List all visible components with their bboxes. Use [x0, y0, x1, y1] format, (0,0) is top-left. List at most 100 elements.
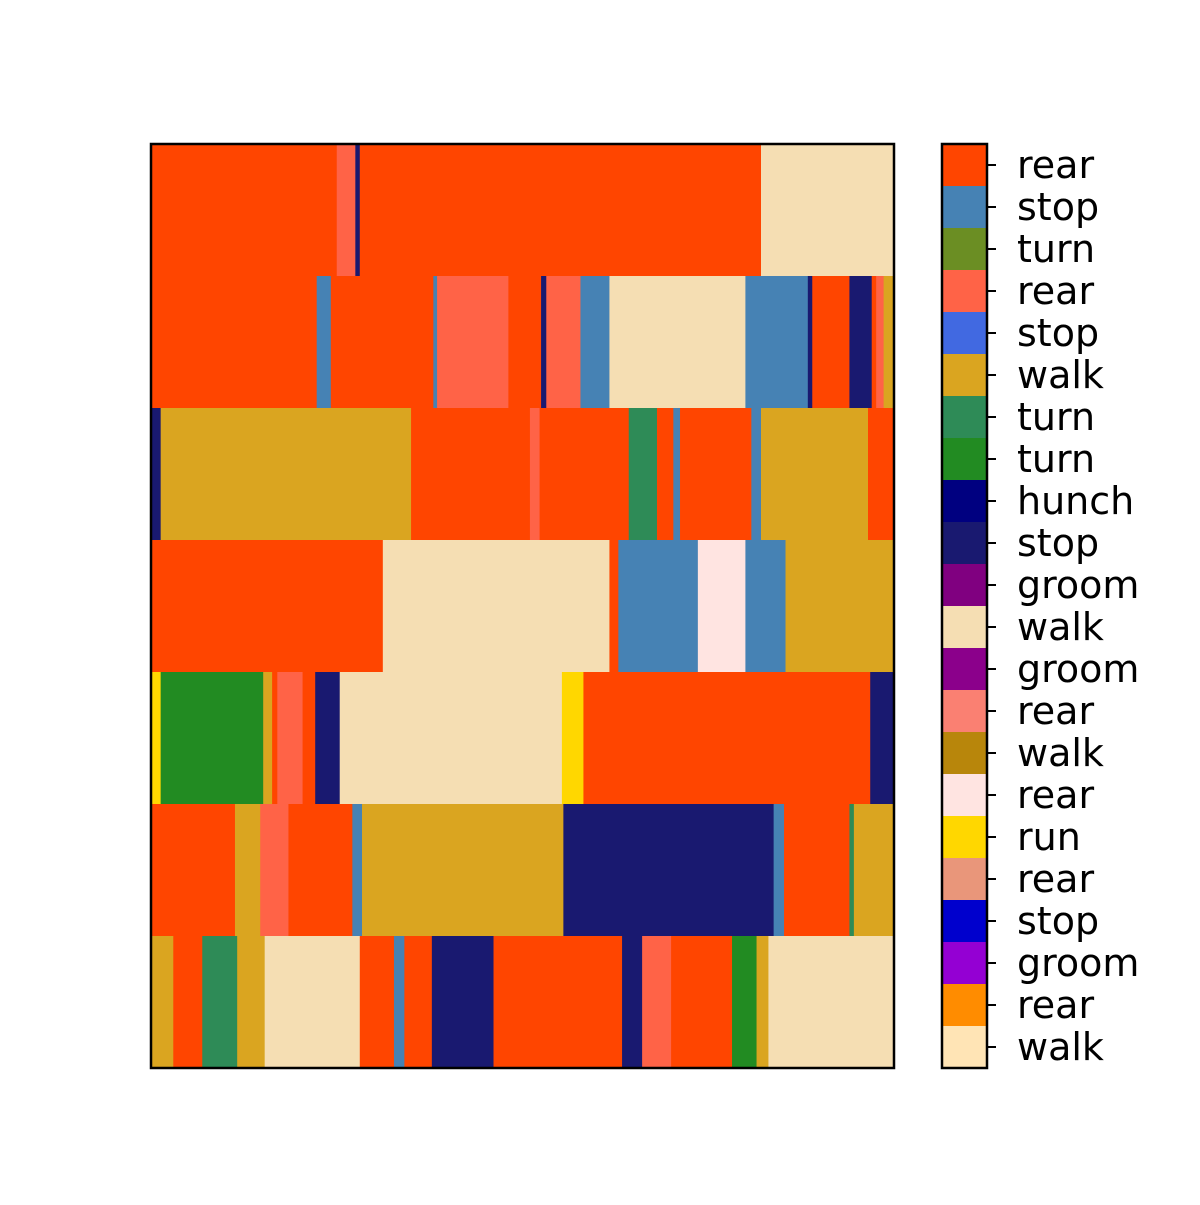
heatmap-cell-r4-s6	[315, 672, 341, 805]
heatmap-cell-r6-s6	[393, 936, 405, 1069]
heatmap-cell-r4-s8	[561, 672, 585, 805]
heatmap-cell-r6-s9	[493, 936, 623, 1069]
colorbar-label-10: walk	[1017, 605, 1104, 649]
heatmap-cell-r5-s2	[260, 804, 290, 937]
heatmap-cell-r5-s6	[563, 804, 775, 937]
heatmap-cell-r5-s3	[288, 804, 353, 937]
colorbar-swatch-5	[942, 816, 987, 859]
heatmap-cell-r4-s0	[151, 672, 162, 805]
heatmap-cell-r6-s11	[642, 936, 672, 1069]
heatmap-cell-r6-s8	[431, 936, 495, 1069]
heatmap-cell-r3-s2	[609, 540, 619, 673]
colorbar-label-12: stop	[1017, 521, 1099, 565]
colorbar-label-5: run	[1017, 815, 1081, 859]
colorbar-swatch-8	[942, 690, 987, 733]
colorbar-swatch-18	[942, 270, 987, 313]
heatmap-cell-r1-s15	[876, 276, 885, 409]
heatmap-cell-r0-s2	[355, 144, 361, 277]
heatmap-cell-r5-s9	[849, 804, 855, 937]
colorbar-cells	[942, 144, 987, 1069]
colorbar-label-18: rear	[1017, 269, 1094, 313]
colorbar-swatch-10	[942, 606, 987, 649]
heatmap-cell-r5-s4	[352, 804, 363, 937]
heatmap-cell-r0-s4	[761, 144, 895, 277]
heatmap-cell-r1-s10	[745, 276, 809, 409]
colorbar-swatch-1	[942, 984, 987, 1027]
heatmap-cell-r1-s4	[437, 276, 509, 409]
heatmap-cell-r4-s7	[339, 672, 563, 805]
colorbar-label-21: rear	[1017, 143, 1094, 187]
heatmap-cell-r1-s1	[316, 276, 332, 409]
heatmap-cell-r5-s10	[853, 804, 895, 937]
colorbar-ticks: rearstopturnrearstopwalkturnturnhunchsto…	[987, 143, 1139, 1069]
heatmap-cell-r6-s0	[151, 936, 174, 1069]
heatmap-cell-r1-s9	[609, 276, 746, 409]
heatmap-cell-r5-s8	[784, 804, 851, 937]
heatmap-cell-r1-s12	[812, 276, 851, 409]
colorbar-swatch-11	[942, 564, 987, 607]
heatmap-cell-r1-s8	[580, 276, 611, 409]
colorbar-label-6: rear	[1017, 773, 1094, 817]
heatmap-cell-r0-s3	[359, 144, 762, 277]
heatmap-cell-r6-s2	[202, 936, 238, 1069]
heatmap-cell-r1-s2	[330, 276, 434, 409]
heatmap-cell-r4-s10	[870, 672, 895, 805]
heatmap-cell-r3-s1	[382, 540, 611, 673]
colorbar-swatch-15	[942, 396, 987, 439]
heatmap-cell-r4-s2	[263, 672, 273, 805]
heatmap-cell-r1-s5	[508, 276, 542, 409]
heatmap-cell-r1-s16	[883, 276, 895, 409]
colorbar-frame	[940, 142, 989, 1070]
heatmap-cell-r6-s12	[671, 936, 733, 1069]
colorbar-swatch-16	[942, 354, 987, 397]
heatmap-frame	[149, 142, 896, 1070]
heatmap-cell-r6-s3	[237, 936, 266, 1069]
heatmap-cell-r3-s3	[618, 540, 699, 673]
heatmap-cell-r1-s11	[807, 276, 813, 409]
heatmap-cell-r4-s3	[272, 672, 278, 805]
heatmap-cell-r4-s1	[160, 672, 264, 805]
colorbar-label-3: stop	[1017, 899, 1099, 943]
heatmap-cell-r2-s1	[160, 408, 412, 541]
colorbar-swatch-20	[942, 186, 987, 229]
heatmap-cell-r2-s6	[656, 408, 674, 541]
colorbar-swatch-19	[942, 228, 987, 271]
colorbar-swatch-14	[942, 438, 987, 481]
heatmap-cell-r5-s0	[151, 804, 236, 937]
heatmap-cell-r5-s7	[773, 804, 785, 937]
colorbar-swatch-13	[942, 480, 987, 523]
heatmap-cell-r6-s7	[404, 936, 433, 1069]
colorbar-label-1: rear	[1017, 983, 1094, 1027]
colorbar-label-20: stop	[1017, 185, 1099, 229]
heatmap-cell-r1-s14	[871, 276, 877, 409]
heatmap-cell-r0-s0	[151, 144, 338, 277]
heatmap-cell-r5-s1	[234, 804, 261, 937]
heatmap-cell-r1-s6	[541, 276, 547, 409]
colorbar-swatch-17	[942, 312, 987, 355]
heatmap-cell-r2-s0	[151, 408, 162, 541]
colorbar-swatch-2	[942, 942, 987, 985]
heatmap-cell-r4-s4	[277, 672, 304, 805]
colorbar-label-7: walk	[1017, 731, 1104, 775]
heatmap-cell-r6-s10	[622, 936, 643, 1069]
colorbar-swatch-6	[942, 774, 987, 817]
heatmap-cell-r1-s7	[546, 276, 582, 409]
colorbar-label-16: walk	[1017, 353, 1104, 397]
colorbar-label-2: groom	[1017, 941, 1139, 985]
heatmap-cell-r2-s4	[539, 408, 630, 541]
heatmap-cell-r1-s0	[151, 276, 318, 409]
colorbar-label-14: turn	[1017, 437, 1095, 481]
heatmap-cell-r2-s7	[673, 408, 681, 541]
colorbar-swatch-3	[942, 900, 987, 943]
heatmap-cell-r3-s4	[697, 540, 746, 673]
colorbar: rearstopturnrearstopwalkturnturnhunchsto…	[940, 142, 1139, 1070]
heatmap-cell-r2-s3	[529, 408, 541, 541]
colorbar-label-9: groom	[1017, 647, 1139, 691]
colorbar-swatch-9	[942, 648, 987, 691]
heatmap-cell-r2-s10	[761, 408, 869, 541]
heatmap-cell-r4-s9	[583, 672, 871, 805]
heatmap-cell-r4-s5	[302, 672, 316, 805]
heatmap-cell-r2-s5	[628, 408, 658, 541]
heatmap-cell-r3-s6	[785, 540, 895, 673]
